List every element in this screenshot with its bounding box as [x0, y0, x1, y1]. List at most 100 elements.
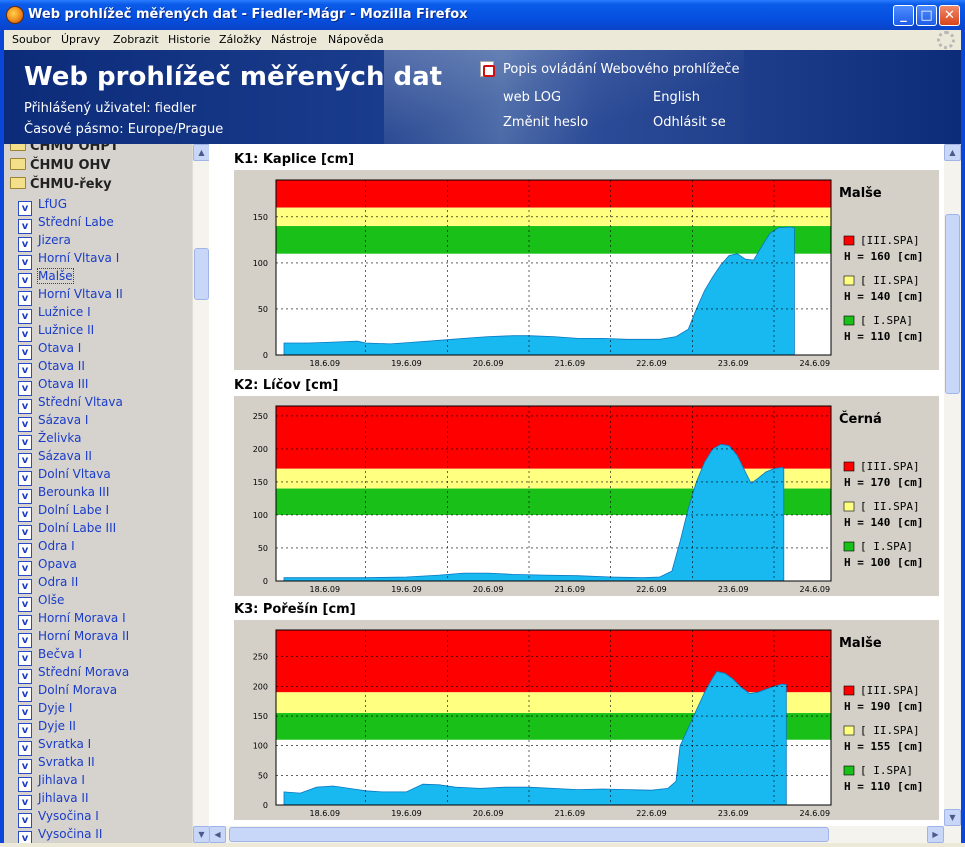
menu-napoveda[interactable]: Nápověda — [328, 33, 384, 46]
weblog-link[interactable]: web LOG — [503, 90, 562, 105]
legend-value: H = 140 [cm] — [844, 290, 923, 303]
window-title: Web prohlížeč měřených dat - Fiedler-Mág… — [28, 7, 468, 22]
title-bar[interactable]: Web prohlížeč měřených dat - Fiedler-Mág… — [0, 0, 965, 30]
close-icon[interactable]: ✕ — [939, 5, 960, 26]
x-tick-label: 23.6.09 — [718, 359, 749, 368]
sidebar-item[interactable]: v Bečva I — [18, 647, 82, 666]
sidebar-item[interactable]: v Jihlava II — [18, 791, 89, 810]
tree-folder[interactable]: ČHMU-řeky — [10, 177, 112, 195]
scroll-left-icon[interactable]: ◀ — [209, 826, 226, 843]
checked-page-icon: v — [18, 237, 32, 252]
checked-page-icon: v — [18, 363, 32, 378]
menu-soubor[interactable]: Soubor — [12, 33, 51, 46]
sidebar-item[interactable]: v Odra I — [18, 539, 75, 558]
sidebar-item[interactable]: v Svratka II — [18, 755, 95, 774]
scroll-thumb[interactable] — [945, 214, 960, 394]
sidebar-item[interactable]: v Dyje II — [18, 719, 76, 738]
sidebar-item[interactable]: v Jizera — [18, 233, 71, 252]
sidebar-item[interactable]: v Střední Morava — [18, 665, 129, 684]
scroll-down-icon[interactable]: ▼ — [193, 826, 210, 843]
legend-label: [ II.SPA] — [860, 274, 920, 287]
sidebar-item[interactable]: v Horní Vltava I — [18, 251, 119, 270]
charts-area: K1: Kaplice [cm] 0 50 100 150 18.6.09 19.6.09 2… — [209, 144, 944, 826]
sidebar-item[interactable]: v Horní Vltava II — [18, 287, 123, 306]
sidebar-item-label: Horní Morava I — [38, 611, 126, 625]
checked-page-icon: v — [18, 561, 32, 576]
firefox-icon — [6, 6, 24, 24]
sidebar-item[interactable]: v Dolní Labe I — [18, 503, 110, 522]
sidebar-item-label: Odra II — [38, 575, 79, 589]
legend-swatch — [843, 501, 855, 512]
sidebar-item[interactable]: v Lužnice II — [18, 323, 94, 342]
scroll-thumb[interactable] — [229, 827, 829, 842]
sidebar-tree: ČHMU OHPT ČHMU OHV ČHMU-řeky v LfUG v Střední … — [4, 144, 192, 843]
menu-zalozky[interactable]: Záložky — [219, 33, 262, 46]
sidebar-item[interactable]: v Sázava II — [18, 449, 92, 468]
checked-page-icon: v — [18, 723, 32, 738]
sidebar-item[interactable]: v Želivka — [18, 431, 81, 450]
checked-page-icon: v — [18, 471, 32, 486]
scroll-thumb[interactable] — [194, 248, 209, 300]
x-tick-label: 24.6.09 — [800, 809, 831, 818]
tree-folder[interactable]: ČHMU OHPT — [10, 144, 119, 157]
main-scrollbar[interactable]: ▲ ▼ — [944, 144, 961, 826]
y-tick-label: 50 — [258, 771, 268, 780]
menu-nastroje[interactable]: Nástroje — [271, 33, 317, 46]
change-password-link[interactable]: Změnit heslo — [503, 115, 589, 130]
sidebar-item-label: Dolní Labe I — [38, 503, 110, 517]
menu-upravy[interactable]: Úpravy — [61, 33, 101, 46]
sidebar-item[interactable]: v Střední Labe — [18, 215, 114, 234]
checked-page-icon: v — [18, 741, 32, 756]
scroll-right-icon[interactable]: ▶ — [927, 826, 944, 843]
sidebar-scrollbar[interactable]: ▲ ▼ — [192, 144, 210, 843]
y-tick-label: 250 — [253, 412, 268, 421]
sidebar-item[interactable]: v Vysočina I — [18, 809, 99, 828]
scroll-up-icon[interactable]: ▲ — [193, 144, 210, 161]
maximize-icon[interactable]: □ — [916, 5, 937, 26]
english-link[interactable]: English — [653, 90, 700, 105]
river-name: Malše — [839, 636, 882, 651]
sidebar-item[interactable]: v Dolní Morava — [18, 683, 117, 702]
scroll-down-icon[interactable]: ▼ — [944, 809, 961, 826]
sidebar-item[interactable]: v Malše — [18, 268, 74, 288]
sidebar-item[interactable]: v Dolní Labe III — [18, 521, 116, 540]
spa3-band — [276, 180, 831, 208]
sidebar-item[interactable]: v Střední Vltava — [18, 395, 123, 414]
sidebar-item[interactable]: v Vysočina II — [18, 827, 102, 843]
sidebar-item[interactable]: v Horní Morava I — [18, 611, 126, 630]
sidebar-item[interactable]: v Svratka I — [18, 737, 91, 756]
sidebar-item[interactable]: v Jihlava I — [18, 773, 85, 792]
help-link[interactable]: Popis ovládání Webového prohlížeče — [503, 62, 740, 77]
sidebar-item-label: Jihlava II — [38, 791, 89, 805]
checked-page-icon: v — [18, 381, 32, 396]
menu-historie[interactable]: Historie — [168, 33, 211, 46]
checked-page-icon: v — [18, 525, 32, 540]
checked-page-icon: v — [18, 507, 32, 522]
tree-folder[interactable]: ČHMU OHV — [10, 158, 110, 176]
legend-value: H = 160 [cm] — [844, 250, 923, 263]
sidebar-item[interactable]: v Horní Morava II — [18, 629, 130, 648]
scroll-up-icon[interactable]: ▲ — [944, 144, 961, 161]
horizontal-scrollbar[interactable]: ◀ ▶ — [209, 826, 961, 843]
pdf-icon[interactable] — [480, 61, 495, 77]
sidebar-item[interactable]: v Otava II — [18, 359, 85, 378]
sidebar-item[interactable]: v Dolní Vltava — [18, 467, 111, 486]
x-tick-label: 20.6.09 — [473, 359, 504, 368]
logout-link[interactable]: Odhlásit se — [653, 115, 726, 130]
sidebar-item[interactable]: v Odra II — [18, 575, 79, 594]
menu-zobrazit[interactable]: Zobrazit — [113, 33, 159, 46]
chart: 0 50 100 150 18.6.09 19.6.09 20.6.09 21.6.09 22.… — [234, 170, 939, 370]
sidebar-item-label: Horní Morava II — [38, 629, 130, 643]
sidebar-item[interactable]: v Berounka III — [18, 485, 109, 504]
x-tick-label: 23.6.09 — [718, 585, 749, 594]
minimize-icon[interactable]: _ — [893, 5, 914, 26]
sidebar-item[interactable]: v Dyje I — [18, 701, 72, 720]
sidebar-item[interactable]: v Sázava I — [18, 413, 88, 432]
sidebar-item[interactable]: v Opava — [18, 557, 77, 576]
sidebar-item[interactable]: v Olše — [18, 593, 64, 612]
sidebar-item[interactable]: v Otava I — [18, 341, 81, 360]
sidebar-item[interactable]: v Otava III — [18, 377, 88, 396]
sidebar-item[interactable]: v Lužnice I — [18, 305, 91, 324]
legend-label: [III.SPA] — [860, 234, 920, 247]
sidebar-item[interactable]: v LfUG — [18, 197, 67, 216]
